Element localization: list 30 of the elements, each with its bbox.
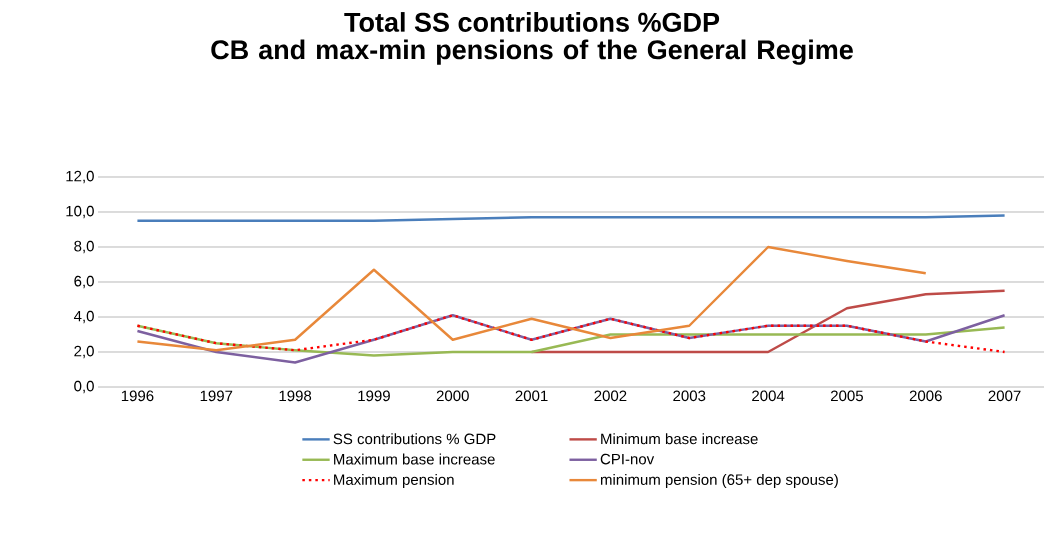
x-tick-label: 2004 [752,390,785,402]
y-tick-label: 0,0 [74,380,94,394]
legend-label: Minimum base increase [601,433,758,445]
x-tick-label: 2001 [515,390,548,402]
legend-label: CPI-nov [600,453,655,465]
y-tick-label: 4,0 [73,310,94,324]
legend-label: SS contributions % GDP [333,433,496,445]
chart-subtitle: CB and max-min pensions of the General Regime [211,39,853,65]
x-tick-label: 1997 [200,390,233,402]
legend-label: minimum pension (65+ dep spouse) [600,473,838,488]
y-tick-label: 6,0 [74,275,94,289]
legend-label: Maximum base increase [334,453,495,465]
y-tick-label: 12,0 [66,170,94,184]
line-series [136,314,1006,354]
x-tick-label: 2002 [594,390,627,402]
x-tick-label: 2003 [673,390,706,402]
x-tick-label: 2006 [909,390,942,402]
y-tick-label: 2,0 [74,345,94,359]
x-tick-label: 1999 [358,390,390,402]
x-tick-label: 2005 [831,390,863,402]
x-tick-label: 1998 [279,390,312,402]
y-tick-label: 10,0 [66,205,94,219]
chart-title: Total SS contributions %GDP [344,12,720,32]
x-tick-label: 2000 [436,390,469,402]
line-series [136,245,927,352]
legend-label: Maximum pension [334,473,454,488]
line-series [136,314,1006,364]
x-tick-label: 2007 [988,390,1021,402]
y-tick-label: 8,0 [74,240,94,254]
x-tick-label: 1996 [121,390,154,402]
